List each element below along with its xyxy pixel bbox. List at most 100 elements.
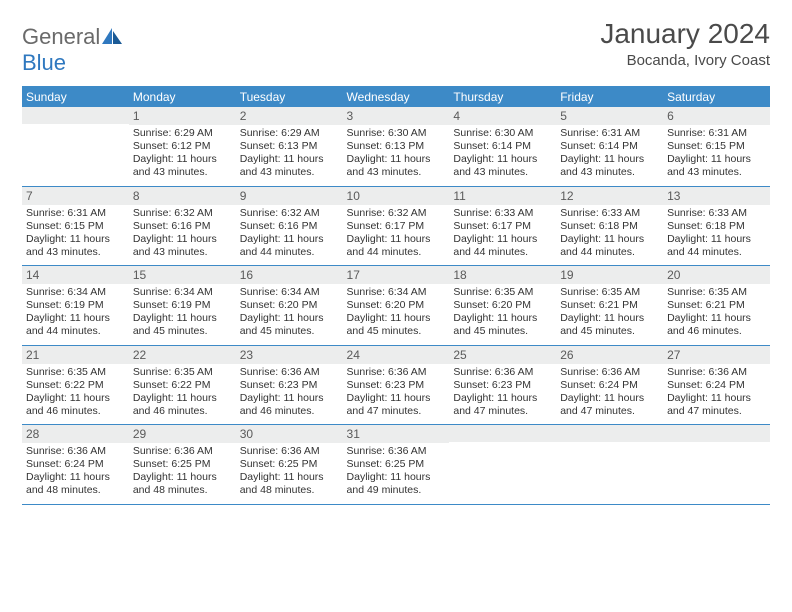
day-number	[663, 425, 770, 442]
sunset-text: Sunset: 6:14 PM	[453, 140, 552, 153]
sunset-text: Sunset: 6:20 PM	[240, 299, 339, 312]
day-cell: 15Sunrise: 6:34 AMSunset: 6:19 PMDayligh…	[129, 266, 236, 346]
day-data: Sunrise: 6:36 AMSunset: 6:24 PMDaylight:…	[663, 364, 770, 425]
day-number: 31	[343, 425, 450, 443]
day-number: 21	[22, 346, 129, 364]
sunset-text: Sunset: 6:18 PM	[560, 220, 659, 233]
sunset-text: Sunset: 6:12 PM	[133, 140, 232, 153]
day-data: Sunrise: 6:32 AMSunset: 6:16 PMDaylight:…	[129, 205, 236, 266]
day-cell: 23Sunrise: 6:36 AMSunset: 6:23 PMDayligh…	[236, 345, 343, 425]
day-cell: 16Sunrise: 6:34 AMSunset: 6:20 PMDayligh…	[236, 266, 343, 346]
sunset-text: Sunset: 6:18 PM	[667, 220, 766, 233]
day-cell: 5Sunrise: 6:31 AMSunset: 6:14 PMDaylight…	[556, 107, 663, 186]
sunset-text: Sunset: 6:21 PM	[560, 299, 659, 312]
sunrise-text: Sunrise: 6:36 AM	[347, 366, 446, 379]
daylight-text: Daylight: 11 hours and 43 minutes.	[667, 153, 766, 179]
day-data: Sunrise: 6:35 AMSunset: 6:22 PMDaylight:…	[22, 364, 129, 425]
daylight-text: Daylight: 11 hours and 43 minutes.	[240, 153, 339, 179]
day-cell: 18Sunrise: 6:35 AMSunset: 6:20 PMDayligh…	[449, 266, 556, 346]
sunrise-text: Sunrise: 6:31 AM	[26, 207, 125, 220]
sunrise-text: Sunrise: 6:32 AM	[133, 207, 232, 220]
day-cell	[22, 107, 129, 186]
day-cell: 8Sunrise: 6:32 AMSunset: 6:16 PMDaylight…	[129, 186, 236, 266]
sunset-text: Sunset: 6:13 PM	[240, 140, 339, 153]
day-data: Sunrise: 6:36 AMSunset: 6:23 PMDaylight:…	[236, 364, 343, 425]
day-data: Sunrise: 6:33 AMSunset: 6:18 PMDaylight:…	[556, 205, 663, 266]
sunset-text: Sunset: 6:24 PM	[560, 379, 659, 392]
day-cell: 27Sunrise: 6:36 AMSunset: 6:24 PMDayligh…	[663, 345, 770, 425]
sunrise-text: Sunrise: 6:35 AM	[560, 286, 659, 299]
day-cell: 24Sunrise: 6:36 AMSunset: 6:23 PMDayligh…	[343, 345, 450, 425]
weekday-header: Saturday	[663, 87, 770, 108]
day-data	[22, 124, 129, 182]
day-number: 12	[556, 187, 663, 205]
day-number: 2	[236, 107, 343, 125]
sunrise-text: Sunrise: 6:31 AM	[667, 127, 766, 140]
day-cell: 25Sunrise: 6:36 AMSunset: 6:23 PMDayligh…	[449, 345, 556, 425]
sunset-text: Sunset: 6:19 PM	[133, 299, 232, 312]
sunset-text: Sunset: 6:21 PM	[667, 299, 766, 312]
day-cell: 2 Sunrise: 6:29 AMSunset: 6:13 PMDaylight…	[236, 107, 343, 186]
day-data: Sunrise: 6:35 AMSunset: 6:20 PMDaylight:…	[449, 284, 556, 345]
sunset-text: Sunset: 6:17 PM	[453, 220, 552, 233]
sunset-text: Sunset: 6:14 PM	[560, 140, 659, 153]
weekday-header: Tuesday	[236, 87, 343, 108]
day-cell: 9Sunrise: 6:32 AMSunset: 6:16 PMDaylight…	[236, 186, 343, 266]
day-cell: 3Sunrise: 6:30 AMSunset: 6:13 PMDaylight…	[343, 107, 450, 186]
sunrise-text: Sunrise: 6:31 AM	[560, 127, 659, 140]
day-data	[556, 442, 663, 500]
sunrise-text: Sunrise: 6:33 AM	[667, 207, 766, 220]
logo-word-1: General	[22, 24, 100, 49]
sunset-text: Sunset: 6:20 PM	[453, 299, 552, 312]
sunrise-text: Sunrise: 6:36 AM	[453, 366, 552, 379]
day-cell: 13Sunrise: 6:33 AMSunset: 6:18 PMDayligh…	[663, 186, 770, 266]
day-number: 26	[556, 346, 663, 364]
title-block: January 2024 Bocanda, Ivory Coast	[600, 18, 770, 69]
day-number: 9	[236, 187, 343, 205]
daylight-text: Daylight: 11 hours and 43 minutes.	[133, 233, 232, 259]
sunset-text: Sunset: 6:16 PM	[133, 220, 232, 233]
day-cell: 6Sunrise: 6:31 AMSunset: 6:15 PMDaylight…	[663, 107, 770, 186]
day-number: 23	[236, 346, 343, 364]
daylight-text: Daylight: 11 hours and 46 minutes.	[26, 392, 125, 418]
sunrise-text: Sunrise: 6:29 AM	[240, 127, 339, 140]
header: General Blue January 2024 Bocanda, Ivory…	[22, 18, 770, 76]
day-cell	[449, 425, 556, 505]
day-data: Sunrise: 6:32 AMSunset: 6:16 PMDaylight:…	[236, 205, 343, 266]
day-number: 20	[663, 266, 770, 284]
day-cell: 17Sunrise: 6:34 AMSunset: 6:20 PMDayligh…	[343, 266, 450, 346]
sunrise-text: Sunrise: 6:36 AM	[240, 445, 339, 458]
day-cell: 12Sunrise: 6:33 AMSunset: 6:18 PMDayligh…	[556, 186, 663, 266]
daylight-text: Daylight: 11 hours and 47 minutes.	[667, 392, 766, 418]
day-cell: 31Sunrise: 6:36 AMSunset: 6:25 PMDayligh…	[343, 425, 450, 505]
daylight-text: Daylight: 11 hours and 46 minutes.	[133, 392, 232, 418]
sunrise-text: Sunrise: 6:35 AM	[26, 366, 125, 379]
sunrise-text: Sunrise: 6:36 AM	[133, 445, 232, 458]
daylight-text: Daylight: 11 hours and 44 minutes.	[240, 233, 339, 259]
weekday-header: Friday	[556, 87, 663, 108]
day-cell: 21Sunrise: 6:35 AMSunset: 6:22 PMDayligh…	[22, 345, 129, 425]
sunset-text: Sunset: 6:17 PM	[347, 220, 446, 233]
day-number: 5	[556, 107, 663, 125]
day-number: 25	[449, 346, 556, 364]
sunrise-text: Sunrise: 6:34 AM	[347, 286, 446, 299]
logo-sail-icon	[102, 28, 124, 44]
day-number: 11	[449, 187, 556, 205]
day-number: 13	[663, 187, 770, 205]
sunrise-text: Sunrise: 6:32 AM	[347, 207, 446, 220]
day-data: Sunrise: 6:36 AMSunset: 6:25 PMDaylight:…	[236, 443, 343, 504]
day-data	[449, 442, 556, 500]
daylight-text: Daylight: 11 hours and 43 minutes.	[347, 153, 446, 179]
day-cell: 11Sunrise: 6:33 AMSunset: 6:17 PMDayligh…	[449, 186, 556, 266]
sunrise-text: Sunrise: 6:30 AM	[453, 127, 552, 140]
sunrise-text: Sunrise: 6:32 AM	[240, 207, 339, 220]
day-cell: 22Sunrise: 6:35 AMSunset: 6:22 PMDayligh…	[129, 345, 236, 425]
day-data: Sunrise: 6:30 AMSunset: 6:14 PMDaylight:…	[449, 125, 556, 186]
day-number: 3	[343, 107, 450, 125]
day-data: Sunrise: 6:30 AMSunset: 6:13 PMDaylight:…	[343, 125, 450, 186]
weekday-header: Monday	[129, 87, 236, 108]
calendar-table: Sunday Monday Tuesday Wednesday Thursday…	[22, 86, 770, 505]
sunrise-text: Sunrise: 6:35 AM	[133, 366, 232, 379]
daylight-text: Daylight: 11 hours and 45 minutes.	[240, 312, 339, 338]
sunrise-text: Sunrise: 6:36 AM	[667, 366, 766, 379]
